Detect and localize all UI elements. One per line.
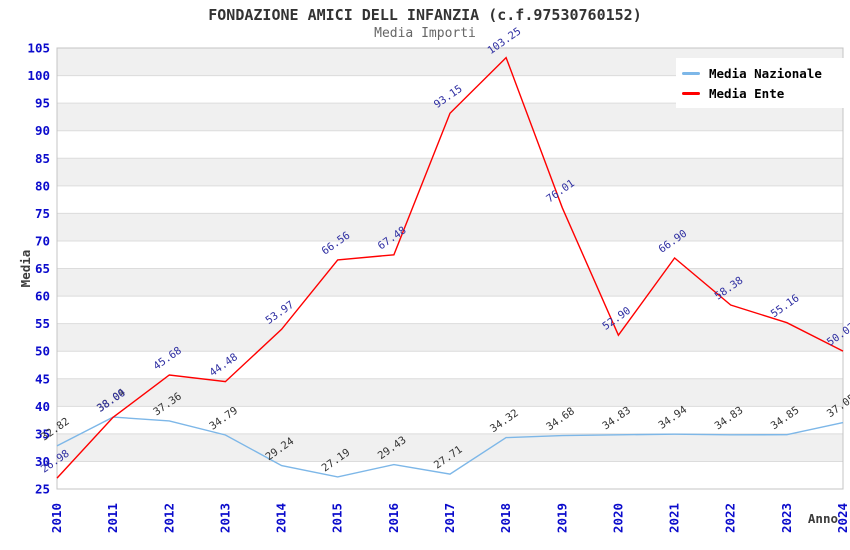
- chart-title: FONDAZIONE AMICI DELL INFANZIA (c.f.9753…: [208, 6, 642, 24]
- x-tick-label: 2017: [442, 503, 457, 533]
- grid-band: [57, 433, 843, 462]
- legend-swatch: [682, 91, 700, 95]
- chart-subtitle: Media Importi: [374, 26, 476, 41]
- y-tick-label: 50: [35, 344, 50, 359]
- y-axis-title: Media: [18, 250, 33, 288]
- legend-label: Media Nazionale: [709, 65, 822, 81]
- x-tick-label: 2022: [723, 503, 738, 533]
- x-tick-label: 2021: [667, 503, 682, 533]
- x-tick-label: 2019: [554, 503, 569, 533]
- y-tick-label: 25: [35, 482, 50, 497]
- value-label: 34.83: [713, 404, 746, 432]
- value-label: 34.68: [544, 405, 577, 433]
- value-label: 34.83: [600, 404, 633, 432]
- grid-band: [57, 268, 843, 297]
- y-tick-label: 95: [35, 96, 50, 111]
- x-axis-title: Anno: [808, 511, 838, 526]
- x-tick-label: 2015: [330, 503, 345, 533]
- grid-band: [57, 158, 843, 186]
- y-tick-label: 55: [35, 316, 50, 331]
- y-tick-label: 30: [35, 454, 50, 469]
- legend-label: Media Ente: [709, 85, 785, 101]
- legend-swatch: [682, 71, 700, 75]
- y-tick-label: 105: [27, 41, 50, 56]
- grid-band: [57, 323, 843, 352]
- x-tick-label: 2013: [217, 503, 232, 533]
- value-label: 34.32: [488, 407, 521, 435]
- value-label: 53.97: [263, 299, 296, 327]
- y-tick-label: 65: [35, 261, 50, 276]
- x-tick-label: 2014: [274, 503, 289, 533]
- x-tick-label: 2023: [779, 503, 794, 533]
- x-tick-label: 2018: [498, 503, 513, 533]
- y-tick-label: 60: [35, 289, 50, 304]
- y-tick-label: 70: [35, 233, 50, 248]
- y-tick-label: 35: [35, 426, 50, 441]
- y-tick-label: 100: [27, 68, 50, 83]
- x-tick-label: 2010: [49, 503, 64, 533]
- value-label: 34.85: [769, 404, 802, 432]
- y-tick-label: 45: [35, 371, 50, 386]
- x-tick-label: 2016: [386, 503, 401, 533]
- x-tick-label: 2020: [610, 503, 625, 533]
- value-label: 34.79: [207, 405, 240, 433]
- legend: Media Nazionale Media Ente: [676, 58, 844, 108]
- grid-band: [57, 213, 843, 241]
- y-tick-label: 90: [35, 123, 50, 138]
- legend-item-media-ente: Media Ente: [682, 83, 838, 103]
- y-tick-label: 80: [35, 178, 50, 193]
- plot-border: [56, 47, 844, 490]
- y-tick-label: 75: [35, 206, 50, 221]
- y-tick-label: 85: [35, 151, 50, 166]
- value-label: 44.48: [207, 351, 240, 379]
- series-line-media-ente: [56, 56, 844, 479]
- y-tick-label: 40: [35, 399, 50, 414]
- x-tick-label: 2024: [835, 503, 850, 533]
- value-label: 34.94: [656, 404, 689, 432]
- legend-item-media-nazionale: Media Nazionale: [682, 63, 838, 83]
- series-line-media-nazionale: [56, 416, 844, 478]
- x-tick-label: 2011: [105, 503, 120, 533]
- grid-band: [57, 378, 843, 407]
- x-tick-label: 2012: [161, 503, 176, 533]
